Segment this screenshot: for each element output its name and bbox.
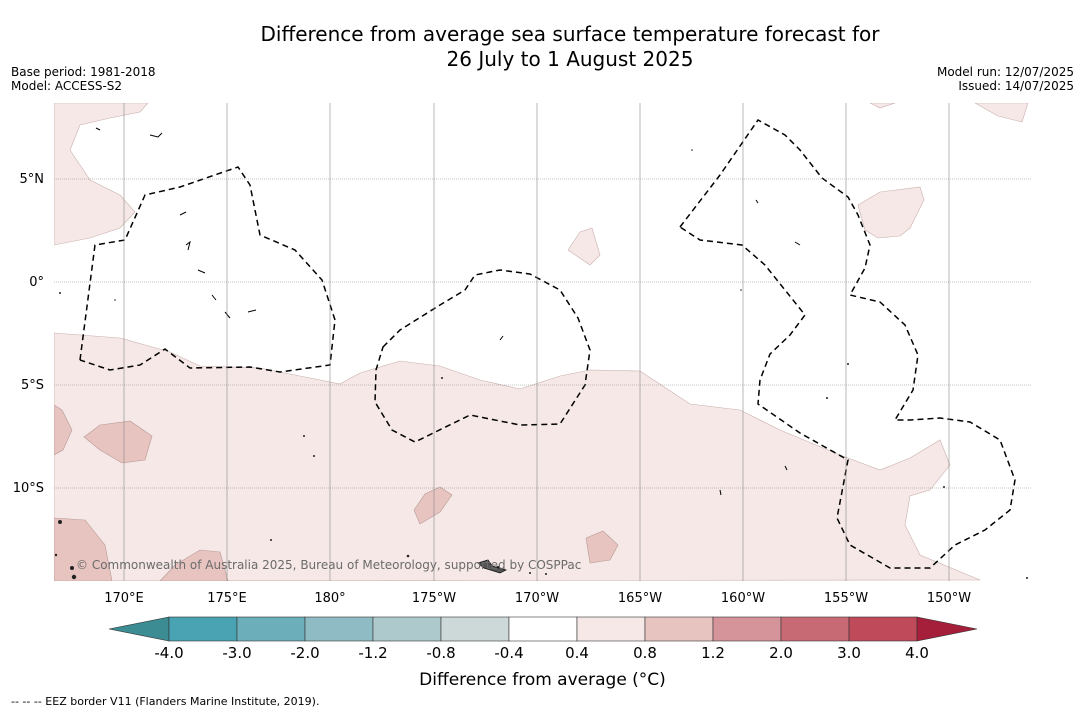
colorbar-bin xyxy=(372,616,442,642)
lat-label: 10°S xyxy=(13,481,44,496)
anomaly-region-south xyxy=(54,332,981,581)
lon-label: 165°W xyxy=(618,591,662,606)
colorbar-tick: 0.4 xyxy=(565,644,589,662)
colorbar xyxy=(108,616,978,642)
colorbar-bin xyxy=(440,616,510,642)
colorbar-tick: -2.0 xyxy=(290,644,319,662)
anomaly-patch-centre-south xyxy=(413,486,453,525)
anomaly-blob-east xyxy=(857,186,925,239)
colorbar-tick: 0.8 xyxy=(633,644,657,662)
eez-legend-footnote: -- -- -- EEZ border V11 (Flanders Marine… xyxy=(11,695,320,708)
colorbar-bin xyxy=(304,616,374,642)
anomaly-fill-layer xyxy=(54,103,1029,581)
meta-right: Model run: 12/07/2025 Issued: 14/07/2025 xyxy=(937,65,1074,93)
eez-border-west xyxy=(79,166,336,373)
colorbar-bin xyxy=(508,616,578,642)
anomaly-patch-southwest xyxy=(54,517,113,581)
colorbar-tick: 2.0 xyxy=(769,644,793,662)
island-patch-south xyxy=(477,559,508,574)
map-title-line2: 26 July to 1 August 2025 xyxy=(446,47,694,71)
lon-label: 170°W xyxy=(515,591,559,606)
meta-left: Base period: 1981-2018 Model: ACCESS-S2 xyxy=(11,65,156,93)
lon-label: 180° xyxy=(314,591,345,606)
colorbar-tick: -0.4 xyxy=(494,644,523,662)
lon-label: 155°W xyxy=(824,591,868,606)
colorbar-under-arrow xyxy=(108,616,170,642)
lon-label: 160°W xyxy=(721,591,765,606)
anomaly-patch-south xyxy=(159,549,229,581)
lat-tick-labels: 5°N 0° 5°S 10°S xyxy=(13,172,44,496)
colorbar-tick: 3.0 xyxy=(837,644,861,662)
island-outlines xyxy=(95,127,801,496)
colorbar-tick: -0.8 xyxy=(426,644,455,662)
model-text: Model: ACCESS-S2 xyxy=(11,79,123,93)
colorbar-tick-labels: -4.0 -3.0 -2.0 -1.2 -0.8 -0.4 0.4 0.8 1.2 2.0 3.0 4… xyxy=(154,644,929,662)
colorbar-bin xyxy=(168,616,238,642)
colorbar-over-arrow xyxy=(916,616,978,642)
map-title-line1: Difference from average sea surface temp… xyxy=(260,22,880,46)
anomaly-patch-west xyxy=(83,420,153,464)
lon-label: 175°W xyxy=(412,591,456,606)
anomaly-patch-east-south xyxy=(585,530,619,564)
base-period-text: Base period: 1981-2018 xyxy=(11,65,156,79)
lat-label: 5°N xyxy=(20,172,45,187)
anomaly-region-northwest xyxy=(54,103,149,246)
colorbar-label: Difference from average (°C) xyxy=(419,670,666,690)
colorbar-bin xyxy=(848,616,918,642)
eez-borders xyxy=(79,119,1016,569)
colorbar-bin xyxy=(576,616,646,642)
map-gridlines xyxy=(54,103,1031,581)
lon-label: 150°W xyxy=(927,591,971,606)
anomaly-blob-centre xyxy=(567,227,601,266)
lat-label: 0° xyxy=(29,275,44,290)
colorbar-bin xyxy=(236,616,306,642)
copyright-text: © Commonwealth of Australia 2025, Bureau… xyxy=(76,558,582,572)
eez-border-centre xyxy=(374,269,591,443)
anomaly-region-northeast xyxy=(974,103,1029,123)
anomaly-patch-edge xyxy=(54,404,73,456)
anomaly-region-north-islet xyxy=(869,103,896,109)
colorbar-tick: 4.0 xyxy=(905,644,929,662)
colorbar-tick: 1.2 xyxy=(701,644,725,662)
lon-tick-labels: 170°E 175°E 180° 175°W 170°W 165°W 160°W 155°W 1… xyxy=(104,591,971,606)
model-run-text: Model run: 12/07/2025 xyxy=(936,65,1074,79)
eez-border-east xyxy=(678,119,1016,569)
lon-label: 175°E xyxy=(207,591,247,606)
issued-text: Issued: 14/07/2025 xyxy=(958,79,1074,93)
colorbar-tick: -3.0 xyxy=(222,644,251,662)
colorbar-tick: -4.0 xyxy=(154,644,183,662)
lon-label: 170°E xyxy=(104,591,144,606)
map-title: Difference from average sea surface temp… xyxy=(0,22,1085,72)
colorbar-bin xyxy=(780,616,850,642)
colorbar-bin xyxy=(712,616,782,642)
colorbar-tick: -1.2 xyxy=(358,644,387,662)
colorbar-bin xyxy=(644,616,714,642)
lat-label: 5°S xyxy=(21,378,44,393)
